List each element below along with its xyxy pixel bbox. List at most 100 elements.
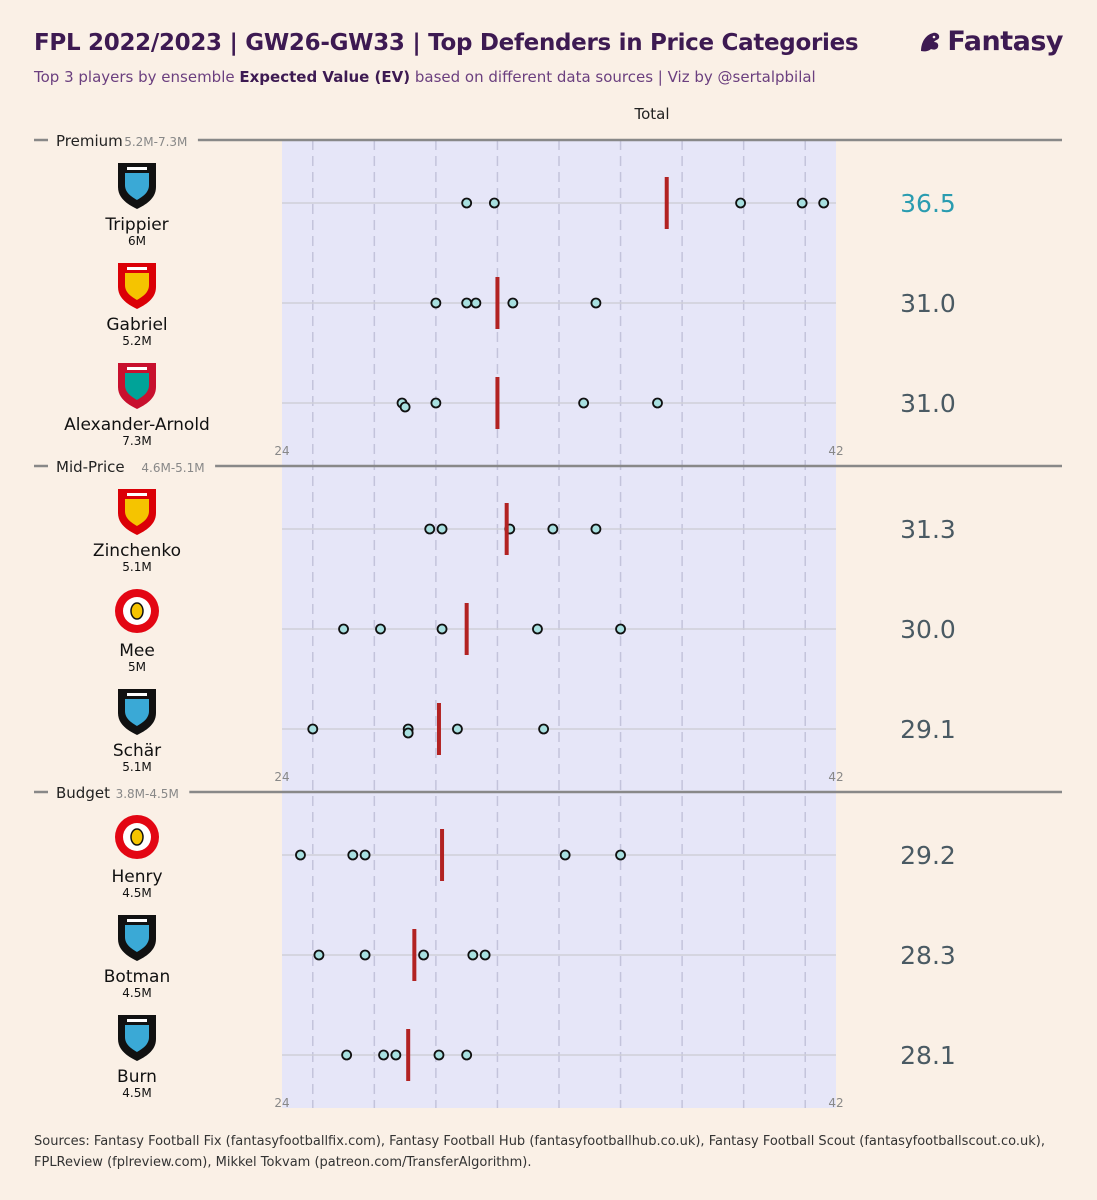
group-name: Mid-Price: [56, 458, 125, 476]
ev-value: 31.0: [900, 389, 956, 418]
data-point: [430, 397, 442, 409]
data-point: [559, 849, 571, 861]
player-price: 4.5M: [122, 886, 151, 900]
team-crest-icon: [115, 815, 159, 859]
ev-value: 28.3: [900, 941, 956, 970]
team-crest-icon: [118, 163, 156, 209]
mean-marker: [495, 277, 500, 329]
data-point: [479, 949, 491, 961]
ev-value: 29.2: [900, 841, 956, 870]
data-point: [338, 623, 349, 635]
player-price: 7.3M: [122, 434, 151, 448]
player-name: Zinchenko: [93, 541, 181, 561]
data-point: [488, 197, 500, 209]
sources-note: Sources: Fantasy Football Fix (fantasyfo…: [34, 1134, 1045, 1170]
crest-band: [127, 367, 147, 370]
data-point: [507, 297, 519, 309]
data-point: [796, 197, 808, 209]
player-name: Botman: [104, 967, 170, 987]
player-name: Henry: [111, 867, 162, 887]
x-tick-label: 42: [828, 1096, 843, 1110]
crest-band: [127, 919, 147, 922]
data-point: [436, 623, 448, 635]
mean-marker: [495, 377, 500, 429]
data-point: [461, 1049, 473, 1061]
mean-marker: [440, 829, 445, 881]
group-price-range: 4.6M-5.1M: [141, 461, 204, 475]
team-crest-icon: [118, 489, 156, 535]
mean-marker: [664, 177, 669, 229]
x-tick-label: 42: [828, 770, 843, 784]
data-point: [433, 1049, 445, 1061]
data-point: [359, 849, 371, 861]
player-name: Mee: [119, 641, 155, 661]
crest-inner: [125, 925, 149, 952]
player-name: Alexander-Arnold: [64, 415, 210, 435]
mean-marker: [406, 1029, 411, 1081]
player-name: Schär: [113, 741, 161, 761]
player-price: 5.1M: [122, 760, 151, 774]
data-point: [818, 197, 830, 209]
player-price: 6M: [128, 234, 146, 248]
data-point: [461, 197, 473, 209]
player-price: 5M: [128, 660, 146, 674]
player-name: Gabriel: [106, 315, 167, 335]
crest-band: [127, 1019, 147, 1022]
group-name: Premium: [56, 132, 123, 150]
data-point: [590, 297, 602, 309]
player-name: Burn: [117, 1067, 157, 1087]
chart-subtitle: Top 3 players by ensemble Expected Value…: [34, 68, 816, 86]
team-crest-icon: [118, 363, 156, 409]
data-point: [467, 949, 479, 961]
crest-inner: [125, 173, 149, 200]
data-point: [735, 197, 746, 209]
group-name: Budget: [56, 784, 110, 802]
data-point: [461, 297, 473, 309]
player-price: 5.1M: [122, 560, 151, 574]
ev-value: 31.0: [900, 289, 956, 318]
ev-value: 29.1: [900, 715, 956, 744]
group-price-range: 5.2M-7.3M: [124, 135, 187, 149]
data-point: [307, 723, 319, 735]
logo-text: Fantasy: [947, 26, 1063, 57]
mean-marker: [464, 603, 469, 655]
data-point: [430, 297, 442, 309]
data-point: [399, 401, 411, 413]
data-point: [295, 849, 306, 861]
data-point: [547, 523, 559, 535]
data-point: [436, 523, 448, 535]
crest-inner: [125, 273, 149, 300]
data-point: [378, 1049, 389, 1061]
player-price: 5.2M: [122, 334, 151, 348]
team-crest-icon: [118, 689, 156, 735]
subtitle-pre: Top 3 players by ensemble: [34, 68, 240, 86]
data-point: [390, 1049, 402, 1061]
panel-title: Total: [634, 105, 670, 123]
crest-band: [127, 493, 147, 496]
data-point: [470, 297, 482, 309]
crest-band: [127, 693, 147, 696]
data-point: [341, 1049, 353, 1061]
crest-inner: [125, 499, 149, 526]
data-point: [313, 949, 325, 961]
chart-title: FPL 2022/2023 | GW26-GW33 | Top Defender…: [34, 30, 859, 56]
team-crest-icon: [118, 1015, 156, 1061]
data-point: [615, 849, 626, 861]
crest-bee: [130, 828, 144, 846]
team-crest-icon: [118, 263, 156, 309]
data-point: [652, 397, 663, 409]
data-point: [359, 949, 371, 961]
data-point: [418, 949, 429, 961]
x-tick-label: 24: [274, 1096, 289, 1110]
mean-marker: [504, 503, 509, 555]
data-point: [538, 723, 550, 735]
player-price: 4.5M: [122, 986, 151, 1000]
crest-bee: [130, 602, 144, 620]
crest-inner: [125, 699, 149, 726]
crest-inner: [125, 1025, 149, 1052]
data-point: [615, 623, 626, 635]
crest-band: [127, 267, 147, 270]
player-price: 4.5M: [122, 1086, 151, 1100]
subtitle-post: based on different data sources | Viz by…: [410, 68, 816, 86]
